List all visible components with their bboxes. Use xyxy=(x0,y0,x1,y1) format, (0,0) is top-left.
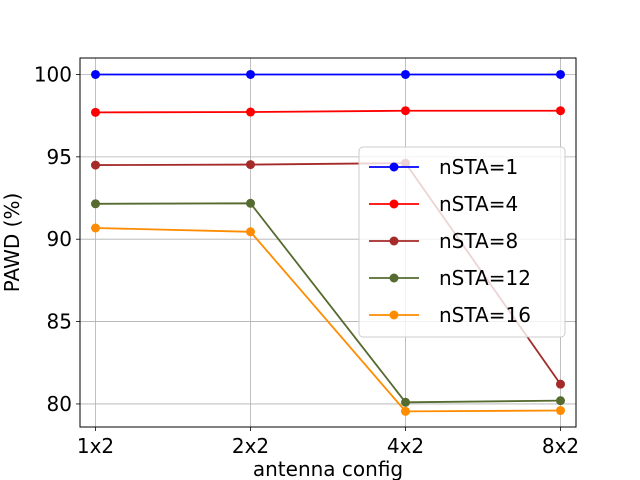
x-tick-label: 4x2 xyxy=(387,434,424,458)
data-point xyxy=(556,69,565,79)
series-nSTA=12 xyxy=(91,198,565,407)
legend-label: nSTA=12 xyxy=(439,266,531,290)
series-nSTA=1 xyxy=(91,69,565,79)
data-point xyxy=(401,397,410,407)
legend-item: nSTA=4 xyxy=(369,192,518,216)
data-point xyxy=(401,406,410,416)
legend-label: nSTA=4 xyxy=(439,192,518,216)
legend-item: nSTA=12 xyxy=(369,266,531,290)
data-point xyxy=(246,227,255,237)
legend-label: nSTA=8 xyxy=(439,229,518,253)
y-tick-label: 90 xyxy=(47,227,72,251)
y-axis-label: PAWD (%) xyxy=(0,193,24,293)
legend-item: nSTA=8 xyxy=(369,229,518,253)
legend-label: nSTA=16 xyxy=(439,303,531,327)
series-line xyxy=(95,227,561,413)
data-point xyxy=(556,379,565,389)
data-point xyxy=(401,106,410,116)
series-nSTA=4 xyxy=(91,106,565,117)
data-point xyxy=(246,160,255,170)
data-point xyxy=(91,199,100,209)
legend-label: nSTA=1 xyxy=(439,155,518,179)
legend-item: nSTA=1 xyxy=(369,155,518,179)
y-tick-label: 95 xyxy=(47,145,72,169)
y-tick-label: 100 xyxy=(34,62,72,86)
legend-item: nSTA=16 xyxy=(369,303,531,327)
data-point xyxy=(556,106,565,116)
legend-marker xyxy=(389,199,399,209)
data-point xyxy=(246,69,255,79)
legend-box xyxy=(358,146,566,338)
data-point xyxy=(246,198,255,208)
legend-marker xyxy=(389,273,399,283)
data-point xyxy=(91,160,100,170)
x-axis-label: antenna config xyxy=(253,457,403,480)
x-axis-ticks: 1x2 2x2 4x2 8x2 xyxy=(77,427,579,458)
series-line xyxy=(95,109,561,114)
data-point xyxy=(91,223,100,233)
legend-marker xyxy=(389,162,399,172)
legend-marker xyxy=(389,236,399,246)
series-line xyxy=(95,202,561,404)
x-tick-label: 8x2 xyxy=(542,434,579,458)
y-axis-ticks: 80 85 90 95 100 xyxy=(34,62,80,416)
y-tick-label: 85 xyxy=(47,310,72,334)
data-point xyxy=(401,69,410,79)
legend-marker xyxy=(389,310,399,320)
y-tick-label: 80 xyxy=(47,392,72,416)
data-point xyxy=(91,69,100,79)
data-point xyxy=(556,406,565,416)
legend: nSTA=1 nSTA=4 nSTA=8 nSTA=12 nSTA=16 xyxy=(358,146,566,338)
x-tick-label: 1x2 xyxy=(77,434,114,458)
series-nSTA=16 xyxy=(91,223,565,416)
data-point xyxy=(91,107,100,117)
data-point xyxy=(556,396,565,406)
series-layer xyxy=(91,69,565,416)
data-point xyxy=(246,107,255,117)
plot-frame xyxy=(79,57,577,428)
x-tick-label: 2x2 xyxy=(232,434,269,458)
